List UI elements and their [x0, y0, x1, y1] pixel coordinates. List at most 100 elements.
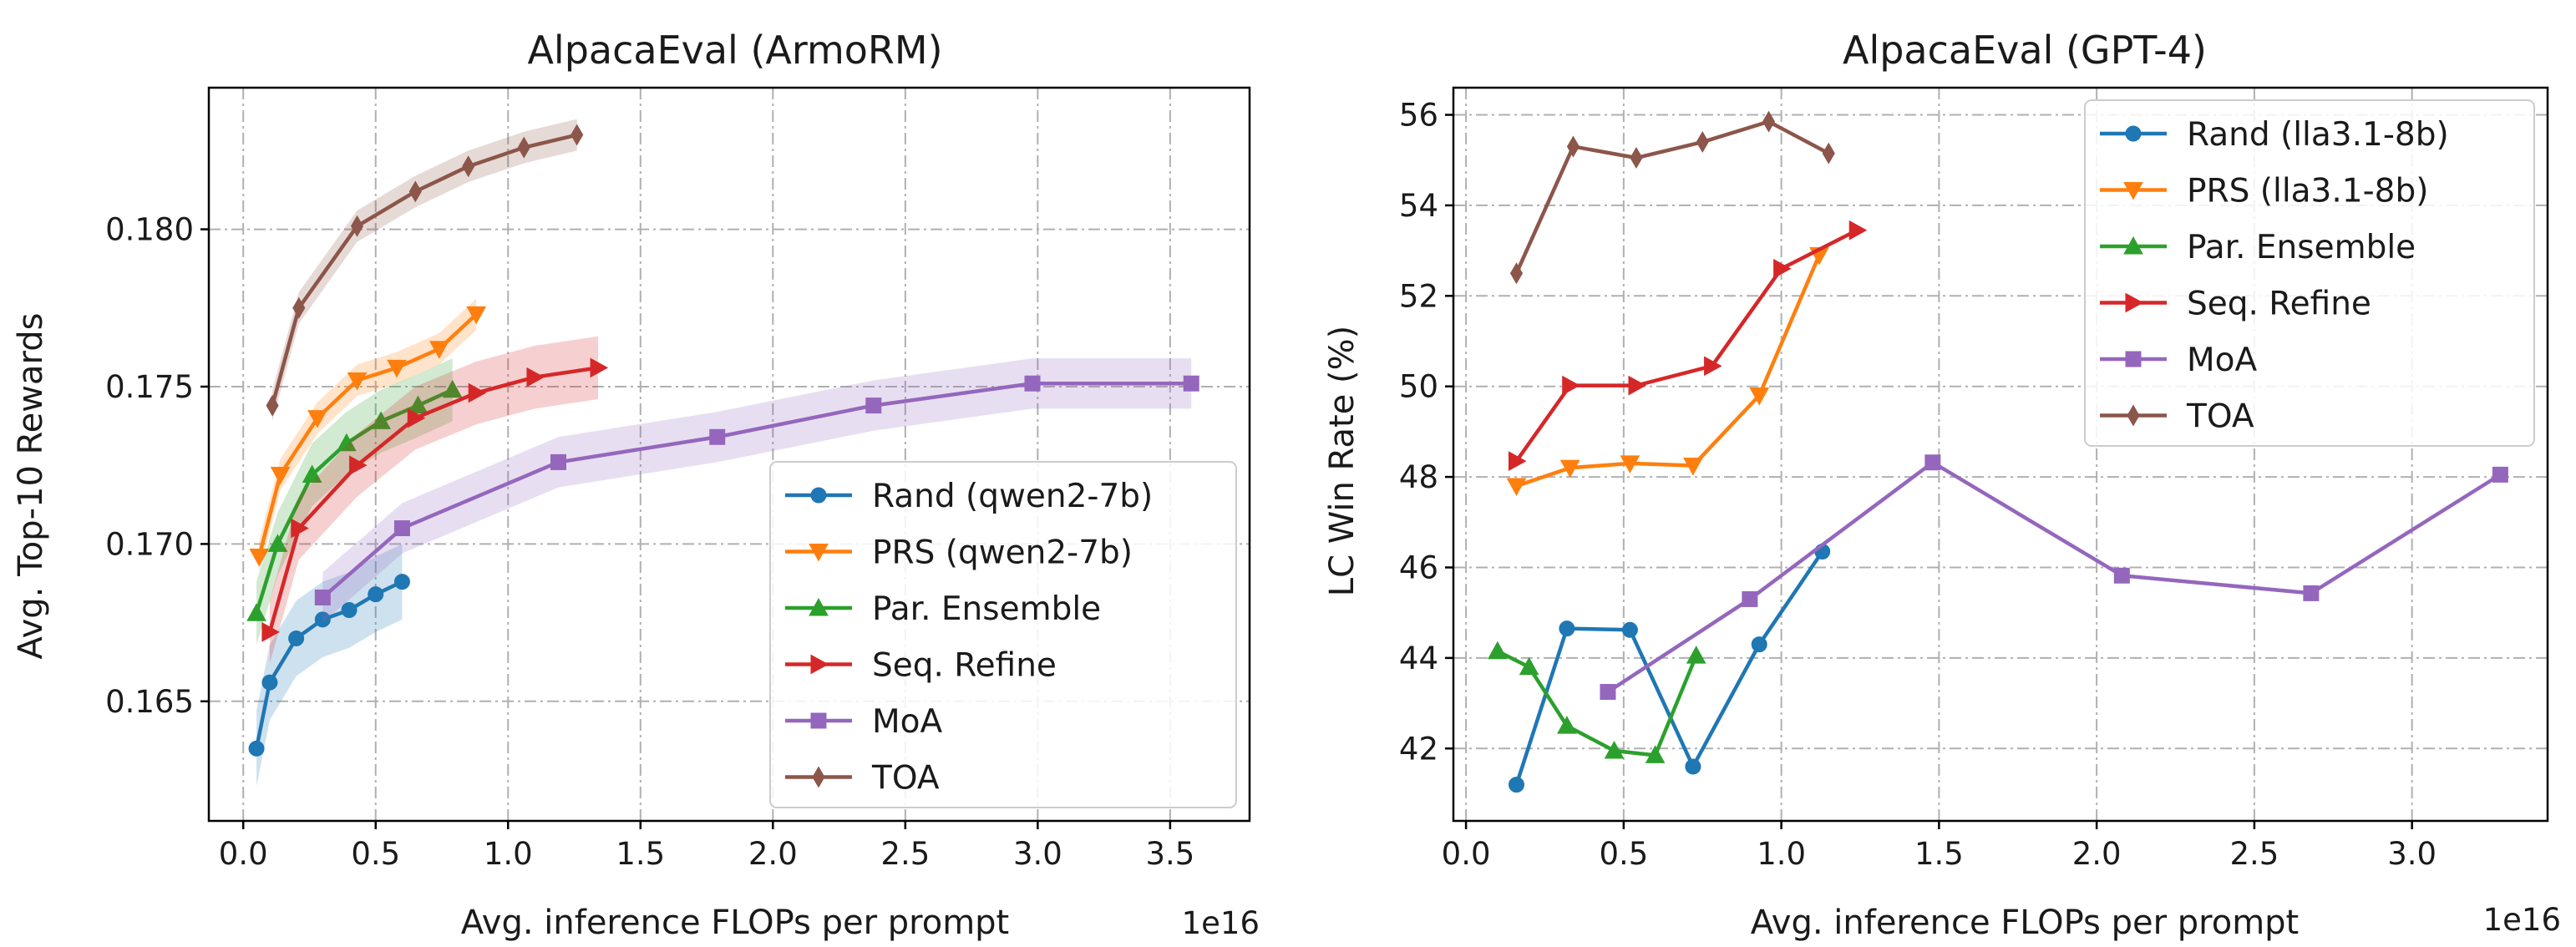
x-tick-label: 0.5 — [1599, 836, 1648, 872]
legend-label: Rand (qwen2-7b) — [872, 478, 1153, 515]
series-PRS (lla3.1-8b) — [1506, 247, 1829, 496]
legend-label: TOA — [2186, 398, 2254, 436]
square-marker — [1600, 684, 1616, 701]
triangle-right-marker — [590, 357, 609, 378]
series-line — [1514, 119, 1830, 275]
chart-title: AlpacaEval (GPT-4) — [1843, 28, 2207, 73]
circle-marker — [288, 630, 305, 646]
series-PRS (qwen2-7b) — [249, 298, 487, 573]
y-tick-label: 0.170 — [105, 526, 194, 562]
x-tick-label: 3.0 — [2387, 836, 2437, 872]
y-tick-label: 50 — [1399, 369, 1438, 405]
diamond-marker — [1762, 110, 1776, 133]
triangle-right-marker — [1773, 258, 1792, 279]
legend: Rand (lla3.1-8b) PRS (lla3.1-8b) Par. Ense… — [2084, 99, 2535, 447]
triangle-right-marker — [1509, 451, 1527, 471]
triangle-right-marker — [407, 408, 426, 428]
triangle-up-marker — [1519, 656, 1539, 676]
diamond-marker — [1696, 131, 1709, 154]
legend-label: Rand (lla3.1-8b) — [2187, 116, 2449, 154]
triangle-down-marker — [387, 359, 407, 378]
triangle-down-marker — [1683, 458, 1703, 476]
circle-marker — [1621, 621, 1638, 638]
y-tick-label: 48 — [1399, 459, 1438, 495]
triangle-right-marker — [349, 455, 368, 476]
chart-gpt4: AlpacaEval (GPT-4) Avg. inference FLOPs … — [1323, 28, 2561, 942]
diamond-marker — [350, 215, 364, 237]
circle-marker — [393, 574, 410, 590]
triangle-right-marker — [1562, 375, 1580, 396]
legend-label: PRS (qwen2-7b) — [872, 534, 1133, 572]
square-marker — [1924, 454, 1941, 471]
confidence-band — [272, 119, 577, 422]
triangle-right-marker — [291, 518, 309, 539]
circle-marker — [1509, 777, 1525, 793]
legend-label: MoA — [2187, 342, 2258, 379]
y-tick-label: 0.175 — [105, 369, 194, 405]
legend-label: Par. Ensemble — [872, 590, 1101, 628]
x-tick-label: 2.0 — [2072, 836, 2122, 872]
triangle-right-marker — [1848, 220, 1868, 241]
legend-label: Par. Ensemble — [2187, 229, 2416, 266]
x-tick-label: 0.0 — [219, 836, 268, 872]
triangle-down-marker — [2123, 182, 2143, 200]
x-tick-label: 1.0 — [1757, 836, 1806, 872]
triangle-down-marker — [249, 548, 270, 567]
square-marker — [314, 589, 331, 605]
legend-label: MoA — [872, 703, 943, 741]
y-tick-label: 0.165 — [105, 684, 194, 720]
circle-marker — [2125, 125, 2142, 142]
diamond-marker — [517, 136, 530, 159]
y-tick-label: 54 — [1399, 188, 1438, 224]
series-line — [1514, 228, 1858, 463]
triangle-down-marker — [809, 544, 829, 562]
circle-marker — [368, 586, 384, 603]
x-offset-label: 1e16 — [2483, 902, 2561, 938]
y-tick-label: 0.180 — [105, 212, 194, 248]
triangle-up-marker — [442, 379, 463, 398]
square-marker — [550, 453, 567, 470]
legend-box — [2084, 99, 2535, 447]
circle-marker — [1685, 758, 1701, 775]
diamond-marker — [1822, 142, 1835, 165]
circle-marker — [314, 611, 331, 628]
x-axis-label: Avg. inference FLOPs per prompt — [461, 904, 1009, 942]
circle-marker — [341, 602, 357, 619]
x-offset-label: 1e16 — [1182, 905, 1260, 941]
series-Seq. Refine — [261, 336, 609, 664]
square-marker — [393, 520, 410, 537]
circle-marker — [810, 487, 827, 504]
triangle-up-marker — [1557, 716, 1577, 734]
legend-label: Seq. Refine — [872, 647, 1057, 685]
series-MoA — [1600, 454, 2508, 701]
circle-marker — [1559, 620, 1575, 637]
square-marker — [1024, 375, 1041, 392]
x-axis-label: Avg. inference FLOPs per prompt — [1751, 904, 2299, 942]
triangle-right-marker — [1704, 356, 1722, 377]
diamond-marker — [292, 296, 306, 319]
diamond-marker — [570, 124, 584, 146]
triangle-down-marker — [1620, 455, 1640, 474]
series-Par. Ensemble — [1488, 641, 1706, 763]
x-tick-label: 1.5 — [1914, 836, 1964, 872]
y-tick-label: 42 — [1399, 731, 1438, 767]
confidence-band — [269, 336, 599, 664]
y-tick-label: 46 — [1399, 549, 1438, 585]
legend-box — [769, 461, 1237, 808]
diamond-marker — [266, 394, 279, 417]
square-marker — [1742, 590, 1758, 607]
triangle-up-marker — [302, 464, 322, 483]
circle-marker — [1751, 636, 1767, 653]
triangle-up-marker — [1488, 641, 1508, 660]
triangle-down-marker — [1749, 387, 1770, 406]
plot-frame — [207, 86, 1251, 823]
triangle-right-marker — [2125, 292, 2144, 313]
triangle-up-marker — [2123, 235, 2143, 255]
legend: Rand (qwen2-7b) PRS (qwen2-7b) Par. Ensemb… — [769, 461, 1237, 808]
triangle-up-marker — [371, 411, 391, 429]
square-marker — [2303, 585, 2320, 601]
circle-marker — [248, 740, 265, 757]
plot-frame — [1452, 86, 2549, 823]
series-line — [1514, 550, 1824, 786]
